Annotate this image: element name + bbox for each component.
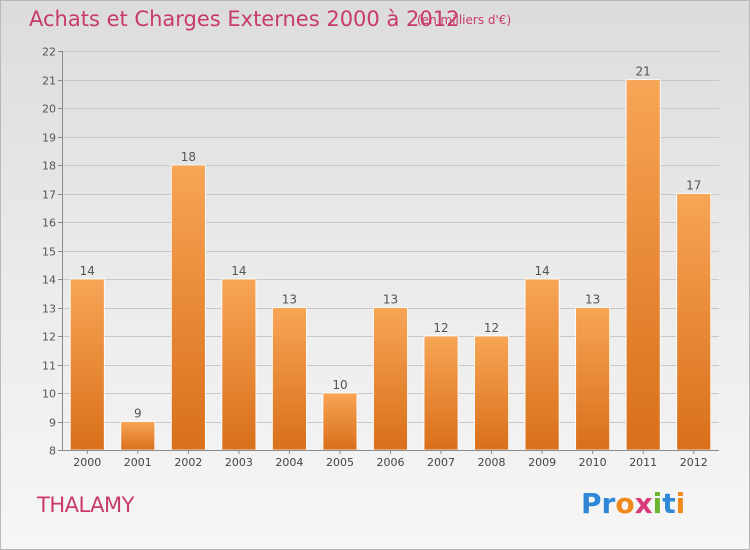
bar xyxy=(373,307,408,451)
data-label: 14 xyxy=(231,264,246,278)
x-tick-label: 2010 xyxy=(579,456,607,469)
bar xyxy=(322,392,358,451)
x-axis: 2000 2001 2002 2003 2004 2005 2006 2007 2008 2009… xyxy=(62,450,719,469)
logo-letter: i xyxy=(652,487,663,520)
y-tick-label: 20 xyxy=(42,103,56,116)
y-axis: 8 9 10 11 12 13 14 15 16 17 18 19 20 21 22 xyxy=(42,46,63,458)
logo-letter: o xyxy=(615,487,635,520)
y-tick-label: 17 xyxy=(42,189,56,202)
data-label: 13 xyxy=(282,293,297,307)
bar xyxy=(625,79,661,451)
data-label: 10 xyxy=(332,378,347,392)
logo-letter: x xyxy=(634,487,653,520)
commune-name: THALAMY xyxy=(37,493,134,517)
y-tick-label: 14 xyxy=(42,274,56,287)
data-label: 12 xyxy=(433,321,448,335)
x-tick-label: 2002 xyxy=(174,456,202,469)
x-tick-label: 2008 xyxy=(478,456,506,469)
x-tick-label: 2000 xyxy=(73,456,101,469)
chart-title: Achats et Charges Externes 2000 à 2012 xyxy=(29,7,460,31)
y-tick-label: 15 xyxy=(42,246,56,259)
x-tick-label: 2007 xyxy=(427,456,455,469)
x-tick-label: 2003 xyxy=(225,456,253,469)
bar xyxy=(524,278,560,451)
logo-letter: i xyxy=(675,487,686,520)
data-label: 9 xyxy=(134,407,142,421)
y-tick-label: 22 xyxy=(42,46,56,59)
x-tick-label: 2012 xyxy=(680,456,708,469)
y-tick-label: 10 xyxy=(42,388,56,401)
chart-subtitle: (en milliers d'€) xyxy=(417,13,512,27)
bar xyxy=(423,335,459,451)
data-label: 14 xyxy=(534,264,549,278)
data-label: 12 xyxy=(484,321,499,335)
data-label: 14 xyxy=(80,264,95,278)
bar xyxy=(120,421,156,451)
bar xyxy=(170,164,206,451)
data-label: 18 xyxy=(181,150,196,164)
bar xyxy=(474,335,509,451)
data-label: 17 xyxy=(686,179,701,193)
x-tick-label: 2006 xyxy=(377,456,405,469)
logo-letter: t xyxy=(662,487,676,520)
bar xyxy=(575,307,611,451)
y-tick-label: 12 xyxy=(42,331,56,344)
y-tick-label: 8 xyxy=(49,445,56,458)
bar xyxy=(676,193,712,451)
bar xyxy=(221,278,257,451)
x-tick-label: 2005 xyxy=(326,456,354,469)
x-tick-label: 2004 xyxy=(275,456,303,469)
y-tick-label: 19 xyxy=(42,132,56,145)
bar xyxy=(69,278,105,451)
y-tick-label: 9 xyxy=(49,417,56,430)
y-tick-label: 21 xyxy=(42,75,56,88)
x-tick-label: 2001 xyxy=(124,456,152,469)
data-label: 13 xyxy=(383,293,398,307)
proxiti-logo: Proxiti xyxy=(581,487,685,520)
y-tick-label: 18 xyxy=(42,160,56,173)
y-tick-label: 13 xyxy=(42,303,56,316)
data-label: 21 xyxy=(636,65,651,79)
logo-letter: P xyxy=(581,487,602,520)
bar xyxy=(272,307,307,451)
logo-letter: r xyxy=(601,487,616,520)
data-label: 13 xyxy=(585,293,600,307)
x-tick-label: 2009 xyxy=(528,456,556,469)
y-tick-label: 16 xyxy=(42,217,56,230)
bars: 14 9 18 14 13 10 13 12 12 14 13 21 17 xyxy=(69,65,712,451)
x-tick-label: 2011 xyxy=(629,456,657,469)
y-tick-label: 11 xyxy=(42,360,56,373)
